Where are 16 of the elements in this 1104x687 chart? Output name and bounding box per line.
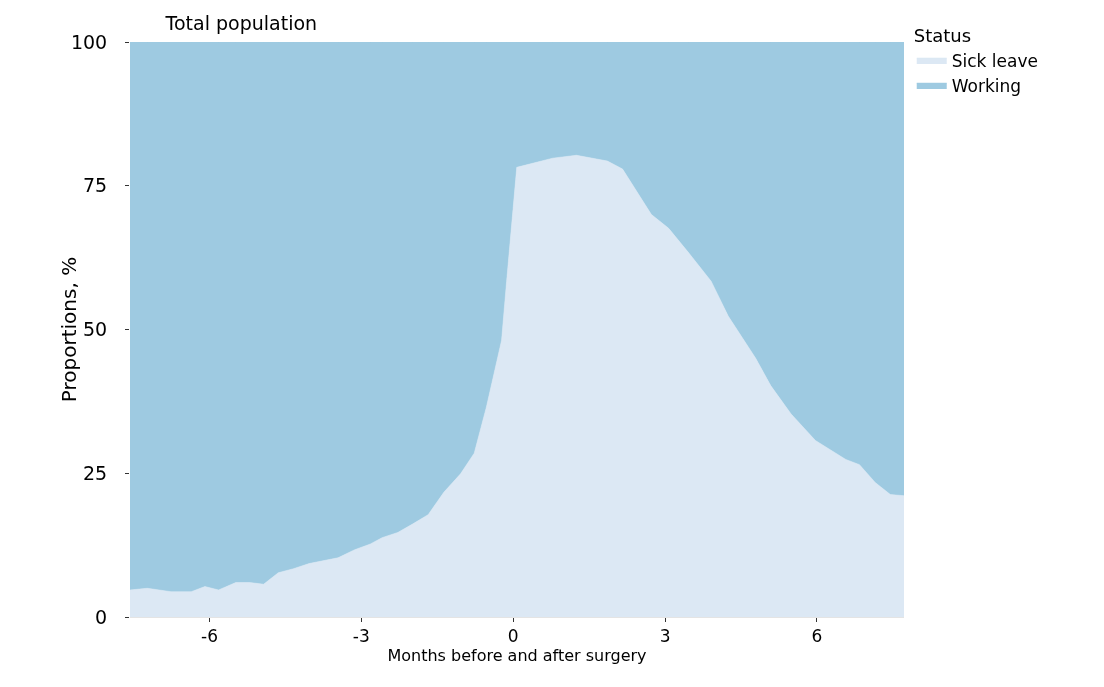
legend-label: Sick leave bbox=[951, 50, 1038, 71]
x-tick-label: 6 bbox=[811, 626, 823, 647]
x-tick-label: 3 bbox=[659, 626, 671, 647]
y-tick-label: 100 bbox=[70, 30, 108, 53]
x-axis-title: Months before and after surgery bbox=[387, 646, 647, 666]
x-tick-label: -3 bbox=[352, 626, 370, 647]
y-tick-label: 50 bbox=[83, 318, 108, 341]
legend-label: Working bbox=[951, 75, 1022, 96]
y-tick-label: 25 bbox=[83, 461, 108, 484]
x-tick-label: -6 bbox=[201, 626, 218, 647]
y-tick-label: 0 bbox=[95, 605, 108, 628]
x-tick-label: 0 bbox=[507, 626, 519, 647]
y-axis-title: Proportions, % bbox=[57, 256, 82, 403]
y-tick-label: 75 bbox=[83, 174, 108, 197]
chart-title: Total population bbox=[164, 12, 318, 35]
legend-title: Status bbox=[913, 25, 972, 47]
